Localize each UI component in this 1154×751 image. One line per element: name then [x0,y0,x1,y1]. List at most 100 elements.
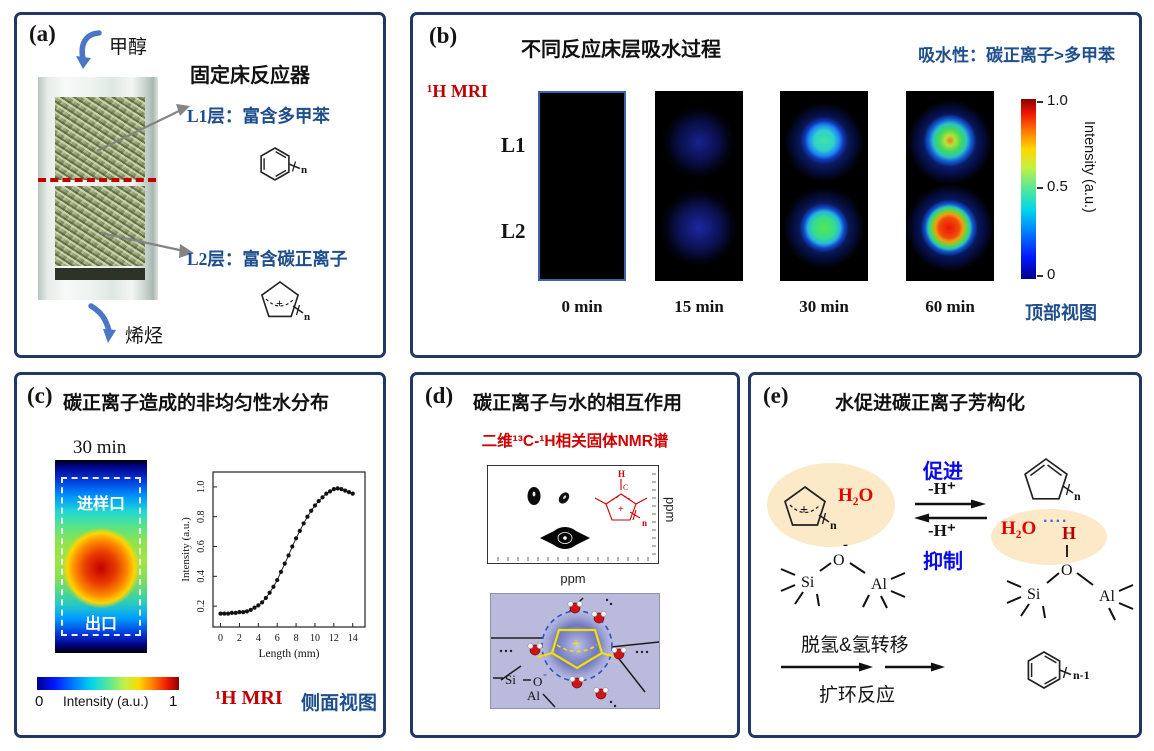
panel-b-label: (b) [429,23,458,48]
row-label-l2: L2 [501,219,526,243]
layer-divider-line [38,178,156,182]
hbar-max: 1 [169,693,178,710]
nmr-carbocation-structure [594,479,648,521]
illus-o-label: O [533,674,542,689]
left-cation-n: n [830,518,837,532]
inlet-arrow-icon [76,30,102,69]
diene-n-label: n [1074,489,1081,503]
heatmap-outlet-label: 出口 [84,616,117,633]
nmr-struct-c: C [623,483,628,492]
carbocation-n-label: n [304,311,310,323]
l2-layer-label: L2层：富含碳正离子 [187,249,348,269]
reaction-arrows [781,662,945,672]
colorbar-min: 0 [1047,266,1056,283]
panel-e-title: 水促进碳正离子芳构化 [835,393,1026,414]
nmr-spectrum-content: H C + n [497,469,656,561]
equilibrium-arrows [914,499,987,523]
right-zeolite-si: Si [1027,586,1041,603]
bed-outline-dashed [61,477,141,636]
svg-text:10: 10 [310,633,320,644]
hbond-dots [499,598,649,708]
left-h2o-label: H₂O [838,485,874,506]
panel-a: (a) 甲醇 固定床反应器 L1层：富含多甲苯 n L2层：富含碳正离子 + [14,12,386,358]
left-zeolite-minus: - [843,537,848,553]
left-highlight-ellipse [767,463,895,547]
mri-image-15min [655,91,743,281]
right-h-label: H [1062,523,1077,543]
heatmap-inlet-label: 进样口 [76,496,125,513]
step-bottom-label: 扩环反应 [819,685,896,706]
outlet-arrow-icon [88,303,116,343]
time-label-1: 15 min [674,297,724,316]
cation-pentagon-yellow [537,628,617,670]
panel-b-conclusion: 吸水性：碳正离子>多甲苯 [918,46,1115,65]
panel-a-label: (a) [29,21,56,46]
svg-text:0.2: 0.2 [196,600,207,613]
panel-b: (b) 不同反应床层吸水过程 吸水性：碳正离子>多甲苯 ¹H MRI L1 L2… [410,12,1142,358]
hbar-min: 0 [35,693,44,710]
mri-image-30min [780,91,868,281]
left-zeolite-o: O [833,552,845,569]
left-zeolite-si: Si [801,574,815,591]
reactor-photo [38,77,158,300]
illus-cation-plus: + [572,637,580,652]
backward-arrow-label: -H⁺ [928,521,956,540]
panel-b-title: 不同反应床层吸水过程 [521,39,721,61]
right-zeolite-o: O [1061,562,1073,579]
colorbar-tick-top [1037,101,1043,103]
top-view-label: 顶部视图 [1025,303,1097,323]
svg-text:6: 6 [275,633,280,644]
panel-e-label: (e) [763,383,789,408]
illus-o-minus: - [543,667,547,681]
intensity-colorbar [1021,99,1036,279]
cyclopentadiene-icon: n [1024,457,1081,503]
panel-c-title: 碳正离子造成的非均匀性水分布 [63,393,330,414]
illus-al-label: Al [527,688,540,703]
mri-image-60min [906,91,994,281]
panel-e: (e) 水促进碳正离子芳构化 + n H₂O - O Si Al 促进 -H⁺ … [748,372,1142,738]
l2-pointer-arrow [100,231,194,258]
panel-d-title: 碳正离子与水的相互作用 [473,393,683,414]
colorbar-mid: 0.5 [1047,178,1068,195]
water-molecule [569,676,585,689]
nmr-yaxis-label: ppm [663,497,678,523]
nmr-struct-plus: + [618,504,624,515]
catalyst-bed-l2 [55,186,145,266]
left-cation-plus: + [800,503,808,518]
svg-text:4: 4 [256,633,261,644]
l1-pointer-arrow [96,104,190,152]
svg-text:Length (mm): Length (mm) [259,648,320,660]
water-molecule [593,687,609,700]
colorbar-axis-label: Intensity (a.u.) [1081,121,1097,213]
side-view-label: 侧面视图 [301,693,378,714]
mri-image-0min [538,91,626,281]
nmr-subtitle: 二维¹³C-¹H相关固体NMR谱 [481,433,669,450]
panel-a-title: 固定床反应器 [190,65,310,87]
panel-c-label: (c) [27,383,53,408]
inlet-label: 甲醇 [109,37,148,58]
promote-label: 促进 [923,461,963,483]
forward-arrow-label: -H⁺ [928,479,956,498]
svg-text:12: 12 [329,633,339,644]
svg-text:2: 2 [237,633,242,644]
step-top-label: 脱氢&氢转移 [801,635,909,656]
right-h2o-label: H₂O [1001,518,1037,539]
svg-text:1.0: 1.0 [196,481,207,494]
colorbar-tick-bottom [1037,275,1043,277]
illus-si-label: Si [505,672,516,687]
catalyst-bed-l1 [55,97,145,180]
benzene-n-label: n [301,164,307,176]
panel-d: (d) 碳正离子与水的相互作用 二维¹³C-¹H相关固体NMR谱 [410,372,740,738]
hbar-label: Intensity (a.u.) [63,694,149,709]
carbocation-structure-icon: + n [260,281,310,323]
time-label-2: 30 min [799,297,849,316]
nmr-2d-spectrum: H C + n [487,465,659,564]
product-benzene-icon: n-1 [1027,651,1090,689]
mri-method-label: ¹H MRI [427,81,488,101]
bed-bottom-band [55,268,145,280]
outlet-label: 烯烃 [125,326,164,347]
mri-method-label-c: ¹H MRI [215,687,283,709]
svg-text:Intensity (a.u.): Intensity (a.u.) [180,517,192,582]
product-n-label: n-1 [1073,668,1090,682]
right-zeolite-al: Al [1099,588,1116,605]
